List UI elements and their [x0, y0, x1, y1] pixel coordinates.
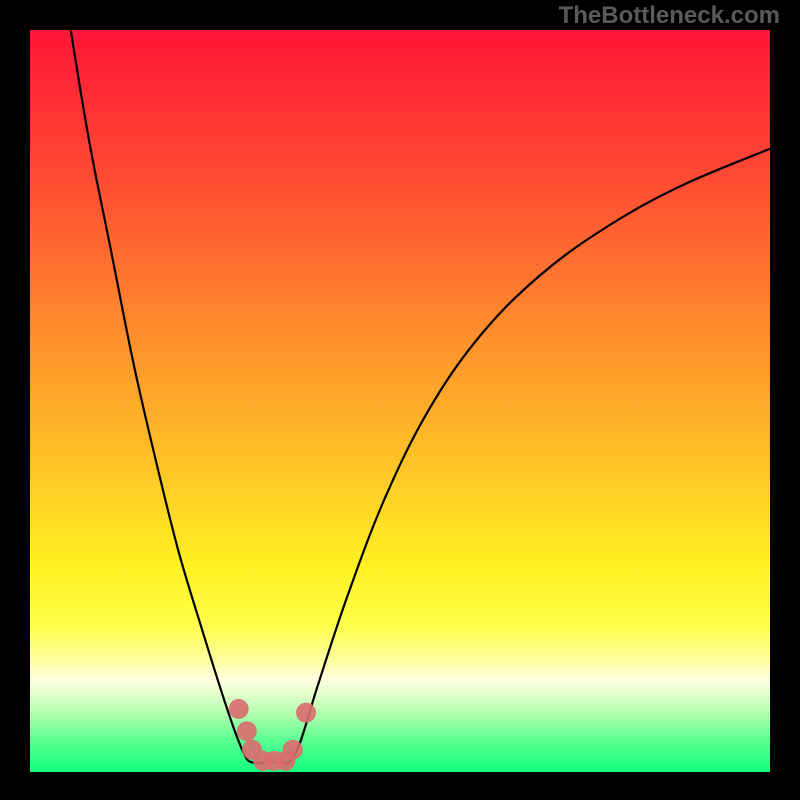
chart-frame: TheBottleneck.com	[0, 0, 800, 800]
curve-layer	[30, 30, 770, 772]
watermark-text: TheBottleneck.com	[559, 2, 780, 30]
plot-area	[30, 30, 770, 772]
bottleneck-curve	[71, 30, 770, 764]
data-marker	[229, 699, 249, 719]
data-marker	[283, 740, 303, 760]
data-marker	[296, 703, 316, 723]
data-marker	[237, 721, 257, 741]
